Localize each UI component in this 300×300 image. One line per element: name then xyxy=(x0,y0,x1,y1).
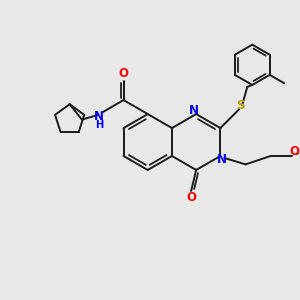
Text: N: N xyxy=(218,154,227,166)
Text: O: O xyxy=(290,146,300,158)
Text: S: S xyxy=(236,99,244,112)
Text: N: N xyxy=(94,110,104,124)
Text: O: O xyxy=(186,191,196,204)
Text: O: O xyxy=(118,67,128,80)
Text: N: N xyxy=(189,103,199,117)
Text: H: H xyxy=(95,120,103,130)
